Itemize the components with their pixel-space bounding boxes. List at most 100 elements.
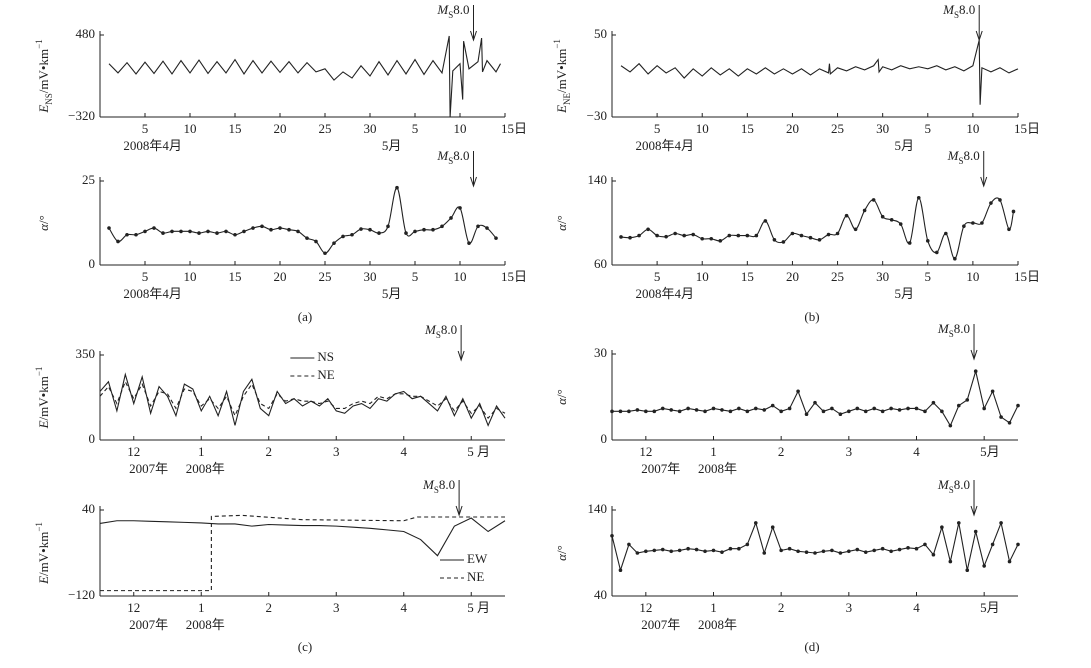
series-line bbox=[100, 514, 505, 592]
data-point bbox=[956, 521, 961, 525]
data-point bbox=[982, 564, 986, 568]
data-point bbox=[935, 250, 939, 255]
data-point bbox=[855, 547, 860, 552]
x-tick-label: 1 bbox=[198, 444, 205, 459]
data-point bbox=[745, 233, 750, 238]
event-label-italic: M bbox=[947, 148, 960, 163]
y-axis-label-text: /° bbox=[36, 215, 51, 224]
data-point bbox=[754, 233, 759, 238]
data-point bbox=[953, 256, 957, 261]
x-tick-label: 12 bbox=[127, 444, 140, 459]
data-point bbox=[889, 406, 893, 411]
data-point bbox=[989, 201, 993, 205]
x-group-label: 2008年 bbox=[186, 461, 225, 476]
x-group-label: 2007年 bbox=[129, 617, 168, 632]
x-group-label: 2008年 bbox=[186, 617, 225, 632]
y-axis-label: α/° bbox=[36, 215, 51, 231]
data-point bbox=[944, 231, 948, 236]
data-point bbox=[305, 236, 309, 240]
data-point bbox=[906, 546, 910, 550]
x-tick-label: 15日 bbox=[501, 269, 527, 284]
data-point bbox=[863, 409, 868, 414]
x-tick-label: 2 bbox=[778, 600, 785, 615]
event-arrowhead bbox=[470, 176, 477, 188]
data-point bbox=[610, 534, 614, 538]
y-tick-label: 50 bbox=[594, 26, 607, 41]
data-point bbox=[737, 406, 741, 411]
x-tick-label: 5 bbox=[925, 121, 932, 136]
data-point bbox=[872, 548, 877, 553]
data-point bbox=[677, 409, 682, 414]
data-point bbox=[628, 235, 632, 240]
x-tick-label: 25 bbox=[831, 121, 844, 136]
data-point bbox=[862, 208, 867, 213]
data-point bbox=[359, 227, 363, 231]
series-line bbox=[620, 39, 1019, 105]
data-point bbox=[485, 226, 489, 230]
data-point bbox=[727, 233, 732, 238]
data-point bbox=[1007, 559, 1012, 564]
event-label: MS8.0 bbox=[424, 322, 457, 340]
event-label-sub: S bbox=[949, 329, 954, 339]
data-point bbox=[494, 236, 498, 240]
x-tick-label: 5 bbox=[412, 121, 419, 136]
y-axis-label-sup: −1 bbox=[552, 39, 562, 49]
data-point bbox=[673, 231, 677, 236]
data-point bbox=[813, 400, 817, 405]
panel-caption: (b) bbox=[804, 309, 819, 324]
data-point bbox=[677, 548, 682, 553]
data-point bbox=[206, 229, 210, 234]
data-point bbox=[753, 406, 758, 411]
data-point bbox=[1016, 403, 1020, 408]
x-tick-label: 12 bbox=[639, 600, 652, 615]
data-point bbox=[847, 549, 851, 554]
data-point bbox=[652, 548, 657, 553]
series-line bbox=[611, 521, 1019, 573]
y-axis-label-text: /mV•km bbox=[36, 532, 51, 576]
data-point bbox=[1016, 542, 1020, 547]
x-group-label: 2008年4月 bbox=[636, 286, 695, 301]
event-label-italic: M bbox=[436, 2, 449, 17]
data-point bbox=[627, 542, 631, 547]
y-tick-label: 40 bbox=[82, 501, 95, 516]
data-point bbox=[682, 233, 686, 238]
event-label-text: 8.0 bbox=[439, 477, 455, 492]
x-tick-label: 1 bbox=[710, 600, 717, 615]
data-point bbox=[736, 233, 741, 238]
event-label-italic: M bbox=[422, 477, 435, 492]
x-tick-label: 15日 bbox=[1014, 269, 1040, 284]
data-point bbox=[691, 232, 695, 237]
y-tick-label: 25 bbox=[82, 172, 95, 187]
data-point bbox=[269, 227, 273, 232]
y-axis-label-text: /° bbox=[554, 215, 569, 224]
x-group-label: 5月 bbox=[895, 286, 915, 301]
y-tick-label: 40 bbox=[594, 587, 607, 602]
x-tick-label: 30 bbox=[876, 121, 889, 136]
data-point bbox=[948, 559, 953, 564]
data-point bbox=[779, 548, 783, 553]
data-point bbox=[931, 552, 936, 557]
data-point bbox=[323, 251, 327, 256]
y-axis-label: α/° bbox=[554, 389, 569, 405]
legend-label: NE bbox=[317, 367, 334, 382]
data-point bbox=[990, 389, 995, 394]
data-point bbox=[889, 549, 893, 554]
event-label-text: 8.0 bbox=[954, 477, 970, 492]
data-point bbox=[762, 551, 767, 555]
data-point bbox=[637, 233, 641, 238]
data-point bbox=[1007, 227, 1011, 232]
event-label: MS8.0 bbox=[422, 477, 455, 495]
data-point bbox=[664, 234, 668, 239]
data-point bbox=[973, 369, 978, 374]
x-tick-label: 4 bbox=[401, 600, 408, 615]
event-label: MS8.0 bbox=[436, 148, 469, 166]
event-label-italic: M bbox=[937, 477, 950, 492]
event-arrowhead bbox=[455, 505, 463, 517]
data-point bbox=[880, 214, 885, 219]
data-point bbox=[853, 227, 858, 232]
data-point bbox=[711, 406, 716, 411]
y-tick-label: 0 bbox=[601, 431, 608, 446]
x-tick-label: 15 bbox=[229, 121, 242, 136]
data-point bbox=[686, 546, 690, 551]
